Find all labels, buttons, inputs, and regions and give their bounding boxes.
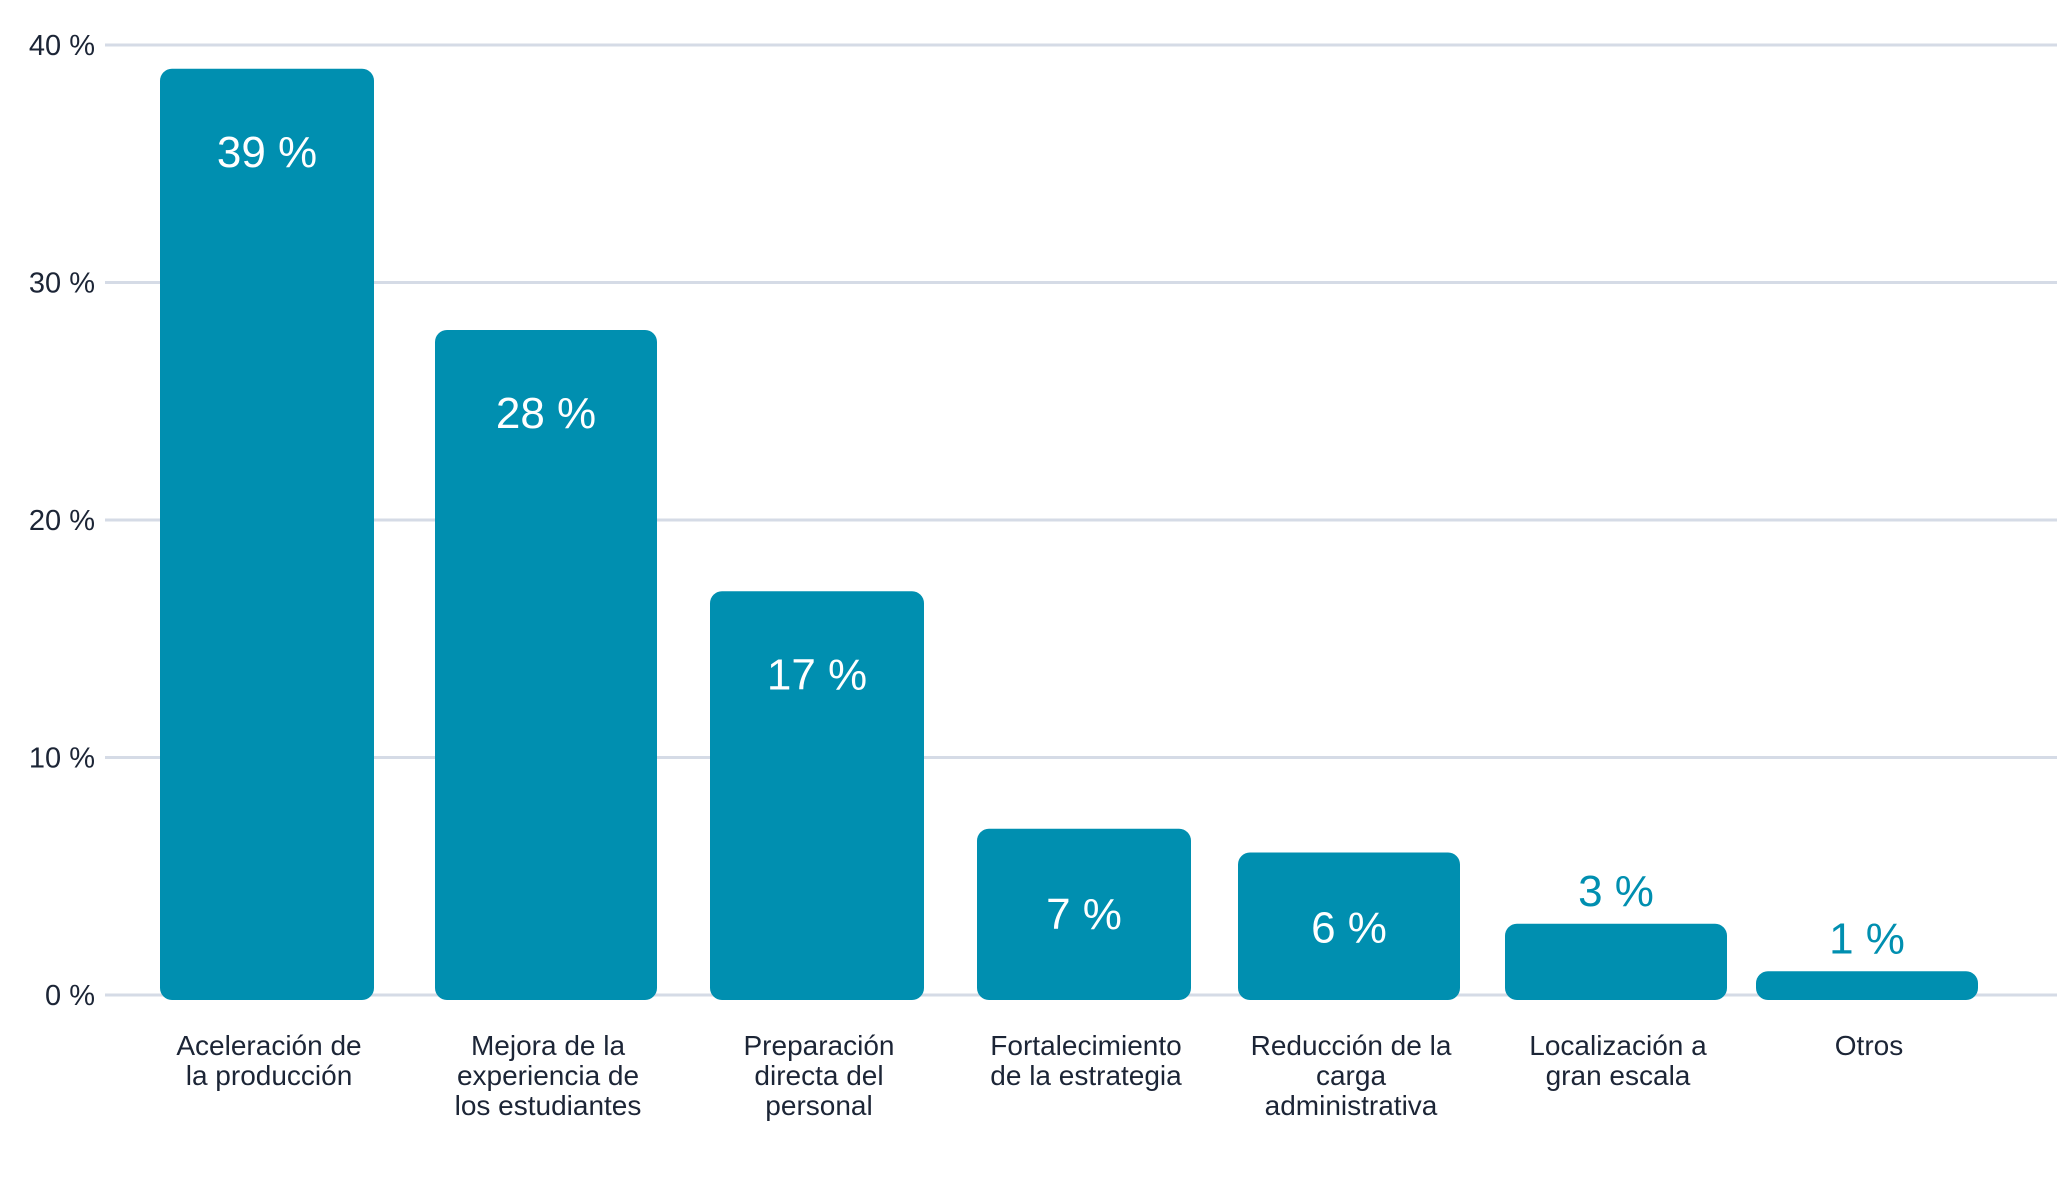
- bar: [1505, 923, 1727, 1000]
- bars-layer: [160, 68, 1978, 1000]
- bar: [435, 330, 657, 1000]
- x-axis-category-labels: Aceleración de la producción Mejora de la e…: [176, 1030, 1903, 1121]
- bar: [160, 68, 374, 1000]
- y-tick-label: 10 %: [29, 743, 95, 775]
- x-category-label: Fortalecimiento de la estrategia: [990, 1030, 1182, 1091]
- y-tick-label: 20 %: [29, 505, 95, 537]
- bar-value-label: 6 %: [1311, 903, 1387, 952]
- grid-layer: [105, 43, 2057, 997]
- bar: [1238, 852, 1460, 1000]
- bar-value-label: 28 %: [496, 389, 596, 438]
- bar-value-label: 39 %: [217, 128, 317, 177]
- x-category-label: Mejora de la experiencia de los estudiante…: [455, 1030, 642, 1121]
- x-category-label: Reducción de la carga administrativa: [1251, 1030, 1452, 1121]
- bar-value-label: 17 %: [767, 650, 867, 699]
- y-tick-label: 30 %: [29, 268, 95, 300]
- bar-value-label: 1 %: [1829, 914, 1905, 963]
- bar: [1756, 971, 1978, 1000]
- bar-value-label: 7 %: [1046, 890, 1122, 939]
- bar: [977, 828, 1191, 1000]
- y-tick-label: 40 %: [29, 30, 95, 62]
- x-category-label: Localización a gran escala: [1529, 1030, 1707, 1091]
- value-labels-layer: 39 % 28 % 17 % 7 % 6 % 3 % 1 %: [217, 128, 1905, 964]
- y-tick-label: 0 %: [45, 980, 95, 1012]
- y-axis-tick-labels: 0 % 10 % 20 % 30 % 40 %: [29, 30, 95, 1012]
- x-category-label: Aceleración de la producción: [176, 1030, 361, 1091]
- x-category-label: Preparación directa del personal: [744, 1030, 895, 1121]
- x-category-label: Otros: [1835, 1030, 1903, 1061]
- bar-value-label: 3 %: [1578, 867, 1654, 916]
- bar: [710, 591, 924, 1000]
